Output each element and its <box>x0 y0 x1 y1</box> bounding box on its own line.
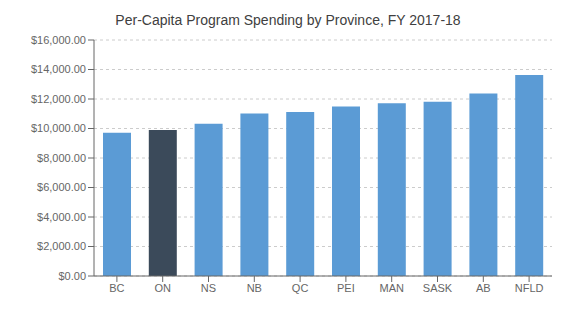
svg-text:AB: AB <box>476 282 491 294</box>
svg-text:$16,000.00: $16,000.00 <box>31 34 86 46</box>
svg-text:$0.00: $0.00 <box>58 270 86 282</box>
svg-text:NFLD: NFLD <box>515 282 544 294</box>
svg-text:$6,000.00: $6,000.00 <box>37 181 86 193</box>
svg-text:$8,000.00: $8,000.00 <box>37 152 86 164</box>
svg-text:SASK: SASK <box>423 282 453 294</box>
svg-text:QC: QC <box>292 282 309 294</box>
svg-text:$2,000.00: $2,000.00 <box>37 240 86 252</box>
svg-text:PEI: PEI <box>337 282 355 294</box>
html-text:Per-Capita Program Spending by: Per-Capita Program Spending by Province,… <box>115 12 461 28</box>
svg-text:$12,000.00: $12,000.00 <box>31 93 86 105</box>
svg-text:NB: NB <box>247 282 262 294</box>
svg-text:BC: BC <box>109 282 124 294</box>
svg-text:$14,000.00: $14,000.00 <box>31 63 86 75</box>
svg-text:MAN: MAN <box>379 282 404 294</box>
svg-text:$4,000.00: $4,000.00 <box>37 211 86 223</box>
svg-text:$10,000.00: $10,000.00 <box>31 122 86 134</box>
svg-text:NS: NS <box>201 282 216 294</box>
svg-text:ON: ON <box>154 282 171 294</box>
